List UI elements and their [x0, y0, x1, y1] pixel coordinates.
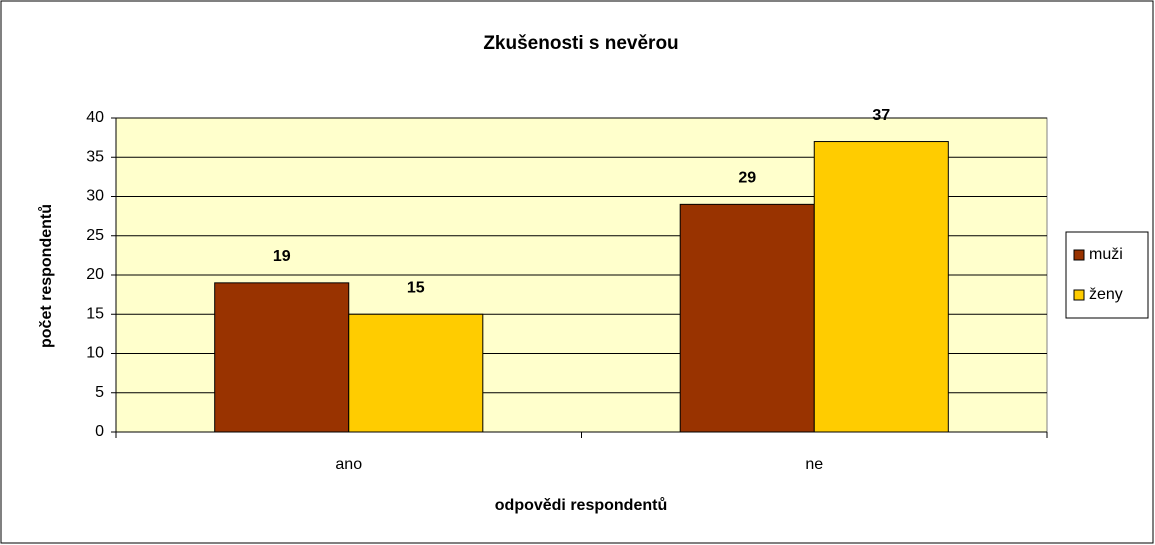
y-tick-label: 40 — [86, 109, 104, 126]
data-label: 37 — [872, 107, 890, 124]
data-label: 29 — [738, 170, 756, 187]
y-axis-label: počet respondentů — [38, 204, 55, 348]
y-tick-label: 0 — [95, 423, 104, 440]
y-tick-label: 30 — [86, 188, 104, 205]
y-tick-label: 10 — [86, 345, 104, 362]
y-tick-label: 35 — [86, 148, 104, 165]
y-tick-label: 25 — [86, 227, 104, 244]
data-label: 19 — [273, 248, 291, 265]
data-label: 15 — [407, 279, 425, 296]
bar — [214, 282, 350, 433]
legend-swatch — [1073, 249, 1085, 261]
y-tick-label: 5 — [95, 384, 104, 401]
x-tick-label: ano — [335, 456, 362, 473]
y-tick-label: 15 — [86, 305, 104, 322]
legend — [1065, 231, 1149, 319]
legend-label: muži — [1089, 246, 1123, 263]
legend-label: ženy — [1089, 286, 1123, 303]
y-tick-label: 20 — [86, 266, 104, 283]
bar — [813, 141, 949, 433]
x-axis-label: odpovědi respondentů — [495, 497, 667, 514]
x-tick-label: ne — [805, 456, 823, 473]
legend-swatch — [1073, 289, 1085, 301]
bar — [348, 313, 484, 433]
chart-title: Zkušenosti s nevěrou — [483, 33, 678, 54]
bar — [679, 203, 815, 433]
